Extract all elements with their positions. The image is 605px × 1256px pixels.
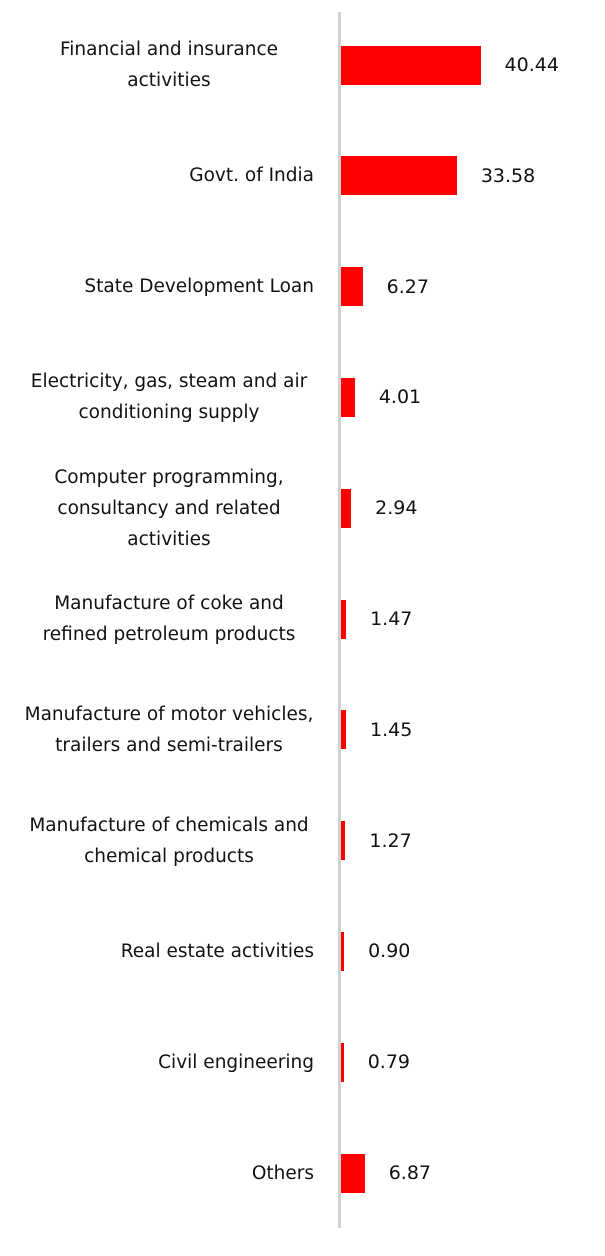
bar	[341, 488, 352, 528]
bar	[341, 931, 345, 971]
category-label: State Development Loan	[84, 276, 314, 298]
value-label: 0.90	[368, 940, 411, 963]
category-label: Others	[251, 1162, 314, 1184]
bar	[341, 267, 363, 307]
bar	[341, 156, 457, 196]
category-label-box: Civil engineering	[14, 1012, 314, 1112]
category-label: Manufacture of motor vehicles, trailers …	[24, 703, 314, 756]
value-label: 1.27	[369, 829, 412, 852]
bar	[341, 821, 346, 861]
category-label-box: Electricity, gas, steam and air conditio…	[14, 347, 314, 447]
category-label: Civil engineering	[158, 1051, 314, 1073]
category-label: Computer programming, consultancy and re…	[54, 466, 284, 550]
category-label-box: Manufacture of chemicals and chemical pr…	[14, 791, 314, 891]
value-label: 33.58	[480, 164, 536, 187]
category-label-box: Real estate activities	[14, 901, 314, 1001]
category-label-box: Others	[14, 1123, 314, 1223]
value-label: 6.27	[386, 275, 429, 298]
category-label-box: Financial and insurance activities	[14, 15, 314, 115]
value-label: 40.44	[504, 54, 559, 76]
value-label: 0.79	[367, 1051, 411, 1074]
category-label-box: Computer programming, consultancy and re…	[14, 458, 314, 558]
category-label: Govt. of India	[189, 165, 314, 187]
category-label: Manufacture of coke and refined petroleu…	[42, 593, 296, 645]
value-label: 4.01	[378, 386, 422, 409]
bar	[341, 377, 355, 417]
bar	[341, 45, 481, 85]
category-label: Financial and insurance activities	[59, 39, 279, 91]
category-label-box: Manufacture of motor vehicles, trailers …	[14, 680, 314, 780]
value-label: 1.47	[370, 608, 413, 630]
category-label: Electricity, gas, steam and air conditio…	[30, 371, 308, 424]
category-label-box: Manufacture of coke and refined petroleu…	[14, 569, 314, 669]
bar	[341, 599, 347, 639]
value-label: 6.87	[388, 1162, 431, 1184]
value-label: 2.94	[375, 497, 418, 520]
value-label: 1.45	[370, 718, 413, 741]
bar	[341, 1042, 344, 1082]
category-label: Manufacture of chemicals and chemical pr…	[29, 814, 309, 867]
category-label: Real estate activities	[120, 940, 314, 962]
bar	[341, 710, 346, 750]
bar	[341, 1153, 365, 1193]
category-label-box: Govt. of India	[14, 126, 314, 226]
axis-line	[338, 12, 341, 1228]
category-label-box: State Development Loan	[14, 237, 314, 337]
